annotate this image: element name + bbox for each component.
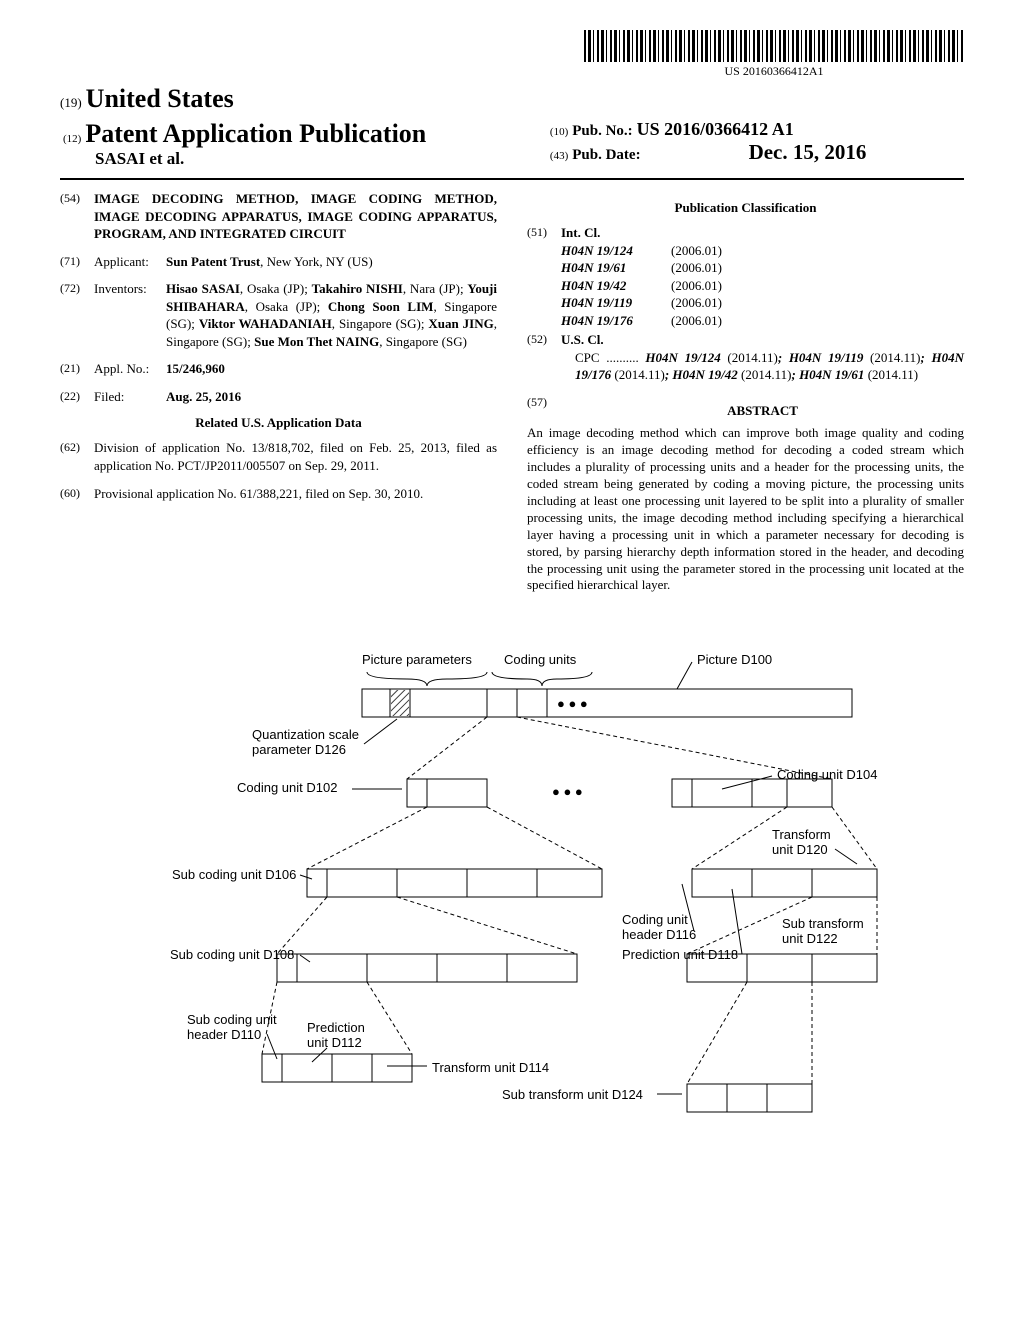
pub-date: Dec. 15, 2016 — [749, 140, 867, 164]
lbl-prediction: Prediction — [307, 1020, 365, 1035]
barcode-text: US 20160366412A1 — [584, 64, 964, 79]
provisional-text: Provisional application No. 61/388,221, … — [94, 485, 497, 503]
cpc-prefix: CPC .......... — [575, 350, 639, 365]
authors: SASAI et al. — [95, 149, 184, 168]
int-cl-label: Int. Cl. — [561, 224, 964, 242]
lbl-header-d110: header D110 — [187, 1027, 261, 1042]
right-column: Publication Classification (51) Int. Cl.… — [527, 190, 964, 594]
pub-no-code: (10) — [550, 126, 568, 138]
applicant-label: Applicant: — [94, 253, 166, 271]
country-row: (19) United States — [60, 84, 964, 114]
lbl-sub-trans-d124: Sub transform unit D124 — [502, 1087, 643, 1102]
appl-no: 15/246,960 — [166, 360, 497, 378]
lbl-quant-scale: Quantization scale — [252, 727, 359, 742]
division-code: (62) — [60, 439, 94, 474]
pub-date-code: (43) — [550, 150, 568, 162]
division-text: Division of application No. 13/818,702, … — [94, 439, 497, 474]
abstract-heading: ABSTRACT — [561, 402, 964, 420]
filed-date: Aug. 25, 2016 — [166, 388, 497, 406]
lbl-unit-d112: unit D112 — [307, 1035, 362, 1050]
lbl-coding-units: Coding units — [504, 652, 577, 667]
appl-no-code: (21) — [60, 360, 94, 378]
title-row: (12) Patent Application Publication SASA… — [60, 116, 964, 180]
lbl-sub-cu-d108: Sub coding unit D108 — [170, 947, 294, 962]
barcode-region: US 20160366412A1 — [60, 30, 964, 80]
provisional-code: (60) — [60, 485, 94, 503]
invention-title: IMAGE DECODING METHOD, IMAGE CODING METH… — [94, 190, 497, 243]
lbl-sub-transform: Sub transform — [782, 916, 864, 931]
lbl-unit-d122: unit D122 — [782, 931, 838, 946]
filed-code: (22) — [60, 388, 94, 406]
int-cl-code: (51) — [527, 224, 561, 329]
lbl-sub-cu-d106: Sub coding unit D106 — [172, 867, 296, 882]
appl-no-label: Appl. No.: — [94, 360, 166, 378]
country-name: United States — [86, 84, 234, 113]
filed-label: Filed: — [94, 388, 166, 406]
lbl-cu-d104: Coding unit D104 — [777, 767, 877, 782]
classification-heading: Publication Classification — [527, 200, 964, 216]
applicant-code: (71) — [60, 253, 94, 271]
lbl-header-d116: header D116 — [622, 927, 696, 942]
svg-text:● ● ●: ● ● ● — [552, 784, 583, 799]
inventors-list: Hisao SASAI, Osaka (JP); Takahiro NISHI,… — [166, 280, 497, 350]
left-column: (54) IMAGE DECODING METHOD, IMAGE CODING… — [60, 190, 497, 594]
pub-no-label: Pub. No.: — [572, 123, 632, 139]
lbl-cu-header: Coding unit — [622, 912, 688, 927]
applicant-loc: , New York, NY (US) — [260, 254, 373, 269]
svg-text:● ● ●: ● ● ● — [557, 696, 588, 711]
lbl-picture-d100: Picture D100 — [697, 652, 772, 667]
inventors-label: Inventors: — [94, 280, 166, 350]
lbl-transform: Transform — [772, 827, 831, 842]
lbl-sub-cu-hdr: Sub coding unit — [187, 1012, 277, 1027]
lbl-param-d126: parameter D126 — [252, 742, 346, 757]
figure-diagram: Picture parameters Coding units Picture … — [60, 644, 964, 1174]
related-heading: Related U.S. Application Data — [60, 415, 497, 431]
inventors-code: (72) — [60, 280, 94, 350]
us-cl-label: U.S. Cl. — [561, 331, 964, 349]
doc-type: Patent Application Publication — [85, 119, 426, 148]
us-cl-code: (52) — [527, 331, 561, 384]
country-code: (19) — [60, 95, 82, 110]
doc-code: (12) — [63, 133, 81, 145]
applicant-name: Sun Patent Trust — [166, 254, 260, 269]
pub-no: US 2016/0366412 A1 — [637, 119, 794, 139]
lbl-cu-d102: Coding unit D102 — [237, 780, 337, 795]
abstract-code: (57) — [527, 394, 561, 424]
title-code: (54) — [60, 190, 94, 243]
pub-date-label: Pub. Date: — [572, 147, 640, 163]
barcode-lines — [584, 30, 964, 62]
lbl-transform-d114: Transform unit D114 — [432, 1060, 549, 1075]
lbl-picture-params: Picture parameters — [362, 652, 472, 667]
lbl-unit-d120: unit D120 — [772, 842, 828, 857]
abstract-text: An image decoding method which can impro… — [527, 425, 964, 594]
